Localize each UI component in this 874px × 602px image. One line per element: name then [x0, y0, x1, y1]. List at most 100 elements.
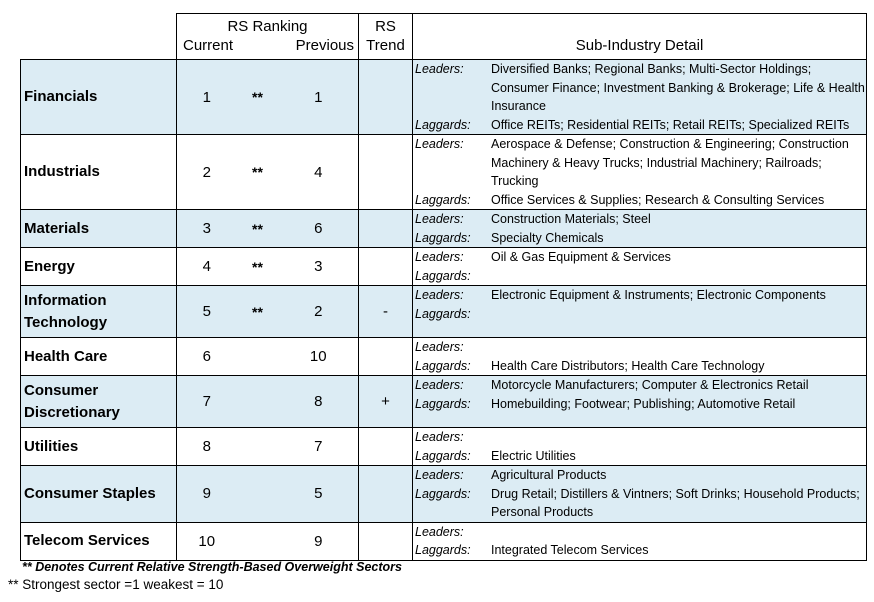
leaders-text: Aerospace & Defense; Construction & Engi…: [491, 137, 849, 188]
sub-industry-detail: Leaders: Motorcycle Manufacturers; Comput…: [412, 375, 867, 428]
leaders-line: Leaders: Construction Materials; Steel: [413, 210, 866, 229]
laggards-label: Laggards:: [415, 543, 471, 557]
previous-rank: 6: [314, 220, 323, 237]
sub-industry-detail: Leaders: Laggards: Integrated Telecom Serv…: [412, 522, 867, 560]
sector-name: Financials: [20, 59, 177, 135]
leaders-line: Leaders: Oil & Gas Equipment & Services: [413, 248, 866, 267]
previous-rank: 10: [309, 348, 327, 365]
current-rank: 6: [202, 348, 211, 365]
leaders-label: Leaders:: [415, 430, 464, 444]
laggards-label: Laggards:: [415, 448, 471, 463]
laggards-line: Laggards:: [413, 267, 866, 286]
sector-name: Industrials: [20, 134, 177, 210]
leaders-line: Leaders: Diversified Banks; Regional Bank…: [413, 60, 866, 116]
sector-name: Consumer Staples: [20, 465, 177, 522]
current-header: Current: [183, 37, 234, 54]
table-row: Telecom Services 10 9 Leaders: Laggards: Inte…: [20, 522, 867, 560]
laggards-text: Health Care Distributors; Health Care Te…: [491, 358, 765, 373]
rs-trend: -: [358, 285, 413, 338]
laggards-text: [491, 267, 866, 286]
footnote-overweight: ** Denotes Current Relative Strength-Bas…: [22, 560, 402, 574]
table-row: Information Technology 5 ** 2 - Leaders: Elect…: [20, 285, 867, 338]
previous-rank: 7: [314, 438, 323, 455]
sub-industry-detail: Leaders: Laggards: Health Care Distributor…: [412, 337, 867, 376]
sector-name: Consumer Discretionary: [20, 375, 177, 428]
laggards-text: [491, 305, 866, 324]
rs-trend: [358, 209, 413, 248]
laggards-line: Laggards: Integrated Telecom Services: [413, 541, 866, 560]
current-rank: 8: [202, 438, 211, 455]
rs-trend: [358, 427, 413, 466]
laggards-label: Laggards:: [415, 396, 471, 411]
rs-trend: [358, 465, 413, 522]
previous-rank: 5: [314, 485, 323, 503]
table-row: Utilities 8 7 Leaders: Laggards: Electric Uti…: [20, 427, 867, 466]
previous-rank: 9: [314, 532, 323, 550]
laggards-text: Integrated Telecom Services: [491, 543, 649, 557]
leaders-label: Leaders:: [415, 212, 464, 226]
laggards-line: Laggards: Office Services & Supplies; Res…: [413, 191, 866, 210]
rs-trend: [358, 59, 413, 135]
overweight-marker: **: [252, 220, 263, 237]
overweight-marker: [237, 522, 279, 560]
leaders-label: Leaders:: [415, 288, 464, 302]
laggards-label: Laggards:: [415, 192, 471, 207]
rs-ranking-table: RS Ranking RS Current Previous Trend Sub…: [20, 13, 867, 561]
previous-header: Previous: [278, 36, 359, 60]
table-row: Health Care 6 10 Leaders: Laggards: Health Ca…: [20, 337, 867, 376]
laggards-label: Laggards:: [415, 486, 471, 501]
current-rank: 5: [202, 303, 211, 320]
sector-name: Materials: [20, 209, 177, 248]
leaders-text: Oil & Gas Equipment & Services: [491, 250, 671, 264]
table-row: Industrials 2 ** 4 Leaders: Aerospace & Defen…: [20, 134, 867, 210]
laggards-text: Office Services & Supplies; Research & C…: [491, 192, 825, 207]
sector-name: Telecom Services: [20, 522, 177, 560]
laggards-text: Drug Retail; Distillers & Vintners; Soft…: [491, 486, 860, 520]
leaders-label: Leaders:: [415, 250, 464, 264]
laggards-line: Laggards: Electric Utilities: [413, 447, 866, 466]
rs-ranking-header: RS Ranking: [176, 13, 359, 36]
leaders-line: Leaders: Electronic Equipment & Instrumen…: [413, 286, 866, 305]
overweight-marker: [237, 428, 279, 466]
sector-name: Energy: [20, 247, 177, 286]
rs-header: RS: [358, 13, 413, 36]
previous-rank: 1: [314, 88, 323, 106]
sub-industry-detail: Leaders: Agricultural Products Laggards: Dr…: [412, 465, 867, 522]
laggards-text: Homebuilding; Footwear; Publishing; Auto…: [491, 396, 796, 411]
laggards-line: Laggards: Office REITs; Residential REITs…: [413, 116, 866, 135]
table-row: Consumer Staples 9 5 Leaders: Agricultural P…: [20, 465, 867, 523]
leaders-text: Diversified Banks; Regional Banks; Multi…: [491, 62, 865, 113]
trend-header: Trend: [358, 36, 413, 60]
table-row: Materials 3 ** 6 Leaders: Construction Materi…: [20, 209, 867, 248]
leaders-line: Leaders:: [413, 523, 866, 542]
leaders-text: Construction Materials; Steel: [491, 212, 651, 226]
leaders-label: Leaders:: [415, 62, 464, 76]
current-rank: 2: [202, 163, 211, 181]
table-row: Energy 4 ** 3 Leaders: Oil & Gas Equipment & …: [20, 247, 867, 286]
current-rank: 10: [198, 532, 216, 550]
leaders-line: Leaders:: [413, 338, 866, 357]
footnote-scale: ** Strongest sector =1 weakest = 10: [8, 577, 224, 592]
laggards-line: Laggards:: [413, 305, 866, 324]
laggards-text: Electric Utilities: [491, 448, 576, 463]
table-row: Consumer Discretionary 7 8 + Leaders: Motorcy…: [20, 375, 867, 428]
overweight-marker: **: [252, 303, 263, 320]
rs-trend: [358, 134, 413, 210]
rs-trend: +: [358, 375, 413, 428]
laggards-label: Laggards:: [415, 306, 471, 321]
overweight-marker: **: [252, 258, 263, 275]
sector-name: Utilities: [20, 427, 177, 466]
overweight-marker: **: [252, 164, 263, 180]
leaders-line: Leaders:: [413, 428, 866, 447]
leaders-label: Leaders:: [415, 378, 464, 392]
laggards-label: Laggards:: [415, 268, 471, 283]
laggards-label: Laggards:: [415, 358, 471, 373]
rs-trend: [358, 337, 413, 376]
previous-rank: 4: [314, 163, 323, 181]
current-rank: 3: [202, 220, 211, 237]
rs-trend: [358, 247, 413, 286]
previous-rank: 2: [314, 303, 323, 320]
rs-ranking-table-wrapper: RS Ranking RS Current Previous Trend Sub…: [20, 13, 867, 561]
overweight-marker: [237, 466, 279, 523]
leaders-text: [491, 338, 866, 357]
